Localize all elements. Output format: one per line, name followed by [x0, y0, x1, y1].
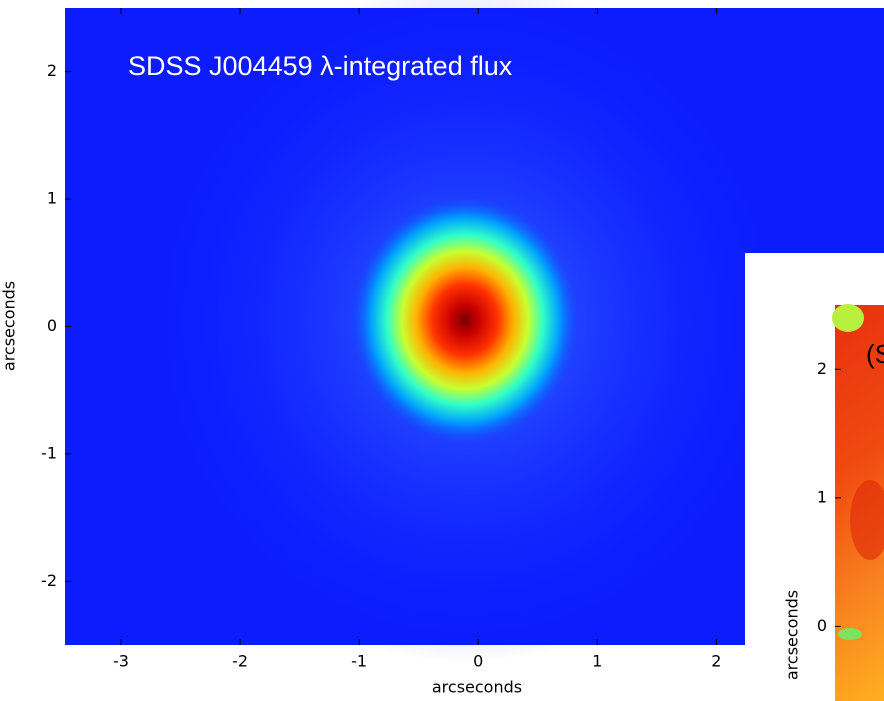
y-tick-label: 1: [817, 487, 827, 506]
x-tick-label: -2: [232, 652, 248, 671]
image-core: [350, 195, 580, 445]
x-tick-label: -3: [113, 652, 129, 671]
plot: 0 1 2 arcseconds (S: [745, 253, 884, 701]
x-tick-label: -1: [351, 652, 367, 671]
y-axis-label: arcseconds: [0, 281, 19, 371]
y-tick-label: 0: [47, 316, 57, 335]
y-tick-label: 0: [817, 616, 827, 635]
image-patch: [850, 480, 884, 560]
chart-title: (S: [866, 339, 884, 369]
image-patch: [838, 628, 862, 640]
y-tick-label: -1: [41, 443, 57, 462]
x-tick-label: 0: [473, 652, 483, 671]
image-patch: [832, 304, 864, 332]
y-tick-label: -2: [41, 571, 57, 590]
x-tick-label: 2: [711, 652, 721, 671]
y-tick-label: 2: [817, 359, 827, 378]
chart-title: SDSS J004459 λ-integrated flux: [128, 51, 513, 81]
y-axis-label: arcseconds: [783, 590, 802, 680]
y-tick-label: 2: [47, 61, 57, 80]
x-tick-label: 1: [592, 652, 602, 671]
y-tick-label: 1: [47, 189, 57, 208]
x-axis-label: arcseconds: [432, 678, 522, 697]
